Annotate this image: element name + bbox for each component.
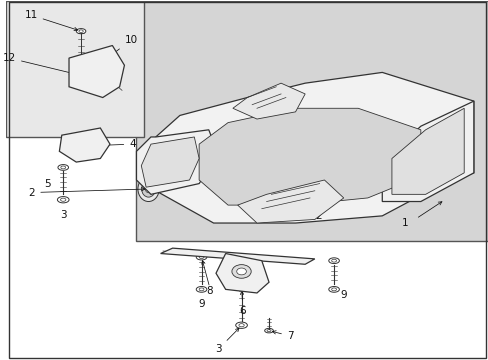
Ellipse shape (61, 198, 66, 201)
Polygon shape (136, 130, 218, 194)
Ellipse shape (331, 259, 336, 262)
Ellipse shape (218, 123, 227, 129)
Text: 12: 12 (3, 53, 73, 74)
Polygon shape (160, 248, 314, 264)
Ellipse shape (290, 149, 300, 154)
Polygon shape (141, 137, 199, 187)
Polygon shape (156, 72, 473, 223)
Polygon shape (216, 253, 268, 293)
Ellipse shape (331, 288, 336, 291)
Polygon shape (59, 128, 110, 162)
Ellipse shape (441, 166, 447, 173)
Ellipse shape (145, 185, 151, 193)
Ellipse shape (239, 286, 244, 289)
Ellipse shape (71, 72, 81, 77)
Ellipse shape (280, 203, 286, 211)
Ellipse shape (79, 30, 83, 32)
Ellipse shape (408, 161, 412, 163)
Ellipse shape (245, 179, 249, 181)
Ellipse shape (307, 175, 311, 177)
Text: 10: 10 (101, 35, 137, 63)
Ellipse shape (433, 157, 455, 182)
Ellipse shape (239, 324, 244, 327)
Ellipse shape (227, 156, 237, 161)
Ellipse shape (328, 287, 339, 292)
Text: 1: 1 (401, 218, 407, 228)
Ellipse shape (353, 152, 362, 158)
Text: 6: 6 (239, 306, 245, 315)
Ellipse shape (406, 159, 415, 165)
Ellipse shape (79, 143, 90, 149)
Ellipse shape (236, 285, 246, 291)
Ellipse shape (351, 118, 355, 120)
Text: 5: 5 (44, 179, 51, 189)
Ellipse shape (57, 197, 69, 203)
Polygon shape (69, 45, 124, 98)
Ellipse shape (175, 149, 184, 154)
Text: 2: 2 (29, 188, 144, 198)
Text: 7: 7 (272, 331, 293, 341)
Text: 9: 9 (198, 299, 204, 309)
Ellipse shape (178, 172, 182, 174)
Ellipse shape (293, 150, 297, 152)
Ellipse shape (196, 287, 206, 292)
Ellipse shape (199, 288, 203, 291)
Ellipse shape (178, 150, 182, 152)
Ellipse shape (61, 166, 65, 169)
Ellipse shape (276, 199, 290, 215)
Ellipse shape (235, 322, 247, 328)
Text: 2: 2 (298, 206, 321, 221)
Text: 9: 9 (340, 291, 346, 301)
Ellipse shape (404, 132, 407, 134)
Polygon shape (232, 83, 305, 119)
Ellipse shape (74, 73, 78, 75)
Ellipse shape (272, 194, 293, 220)
Ellipse shape (138, 176, 159, 202)
Bar (136, 1, 488, 241)
Text: 8: 8 (206, 286, 213, 296)
Ellipse shape (175, 170, 184, 176)
Text: 11: 11 (24, 10, 78, 31)
Polygon shape (199, 108, 420, 205)
Ellipse shape (242, 177, 252, 183)
Ellipse shape (142, 181, 155, 197)
Text: 3: 3 (215, 328, 239, 354)
Ellipse shape (401, 131, 410, 136)
Ellipse shape (264, 328, 273, 333)
Polygon shape (391, 108, 463, 194)
Ellipse shape (81, 144, 87, 147)
Ellipse shape (76, 28, 86, 34)
Text: 3: 3 (60, 211, 66, 220)
Ellipse shape (437, 161, 451, 177)
Ellipse shape (199, 256, 203, 258)
Ellipse shape (284, 114, 287, 117)
Bar (6, 1, 143, 137)
Ellipse shape (236, 268, 246, 275)
Polygon shape (237, 180, 343, 223)
Ellipse shape (58, 165, 68, 170)
Ellipse shape (230, 157, 234, 159)
Ellipse shape (356, 154, 359, 156)
Ellipse shape (266, 329, 270, 332)
Text: 4: 4 (89, 139, 136, 149)
Ellipse shape (231, 265, 251, 278)
Polygon shape (382, 101, 473, 202)
Ellipse shape (221, 125, 224, 127)
Ellipse shape (348, 116, 357, 122)
Ellipse shape (281, 113, 290, 118)
Ellipse shape (305, 174, 314, 179)
Ellipse shape (328, 258, 339, 264)
Ellipse shape (196, 254, 206, 260)
